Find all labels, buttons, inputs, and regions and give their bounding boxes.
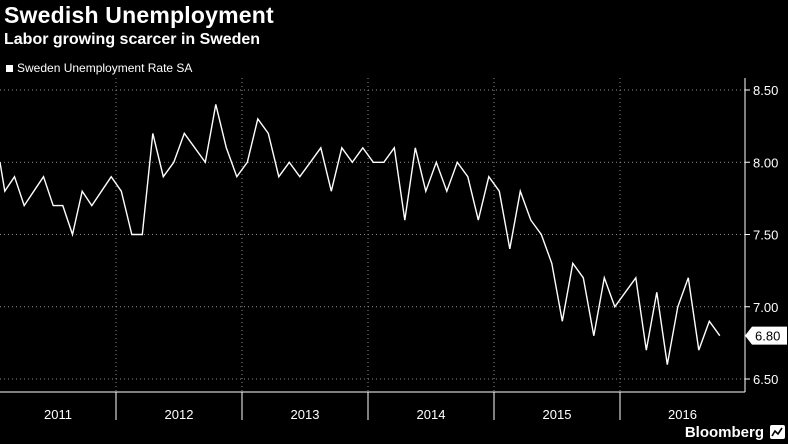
y-tick-label: 6.50 xyxy=(753,372,778,387)
series-line xyxy=(0,104,721,365)
y-tick-label: 7.50 xyxy=(753,228,778,243)
legend-label: Sweden Unemployment Rate SA xyxy=(17,61,193,75)
chart-title: Swedish Unemployment xyxy=(4,2,274,28)
legend: Sweden Unemployment Rate SA xyxy=(6,61,192,75)
y-tick-label: 8.50 xyxy=(753,83,778,98)
legend-swatch xyxy=(6,64,13,72)
x-tick-label: 2012 xyxy=(165,407,194,422)
last-value-box xyxy=(745,326,787,345)
x-tick-label: 2014 xyxy=(417,407,446,422)
y-tick-label: 7.00 xyxy=(753,300,778,315)
x-tick-label: 2016 xyxy=(668,407,697,422)
bloomberg-logo-text: Bloomberg xyxy=(684,424,764,441)
bloomberg-chart-icon xyxy=(770,425,785,439)
last-value-callout: 6.80 xyxy=(745,326,787,345)
last-value-label: 6.80 xyxy=(755,329,780,344)
x-tick-label: 2015 xyxy=(543,407,572,422)
x-tick-label: 2011 xyxy=(44,407,72,422)
chart-subtitle: Labor growing scarcer in Sweden xyxy=(4,31,261,48)
y-tick-label: 8.00 xyxy=(753,155,778,170)
x-tick-label: 2013 xyxy=(291,407,320,422)
